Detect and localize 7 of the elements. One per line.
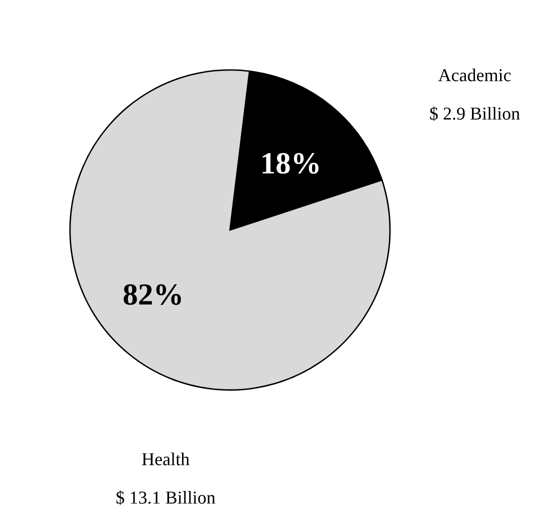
slice-label: Academic: [438, 68, 511, 82]
slice-label: Health: [142, 452, 190, 466]
text: $ 2.9 Billion: [430, 106, 520, 121]
data-label: 82%: [124, 284, 181, 305]
text: $ 13.1 Billion: [116, 490, 216, 505]
data-label: 18%: [262, 153, 318, 174]
pie-slice: [69, 69, 391, 391]
